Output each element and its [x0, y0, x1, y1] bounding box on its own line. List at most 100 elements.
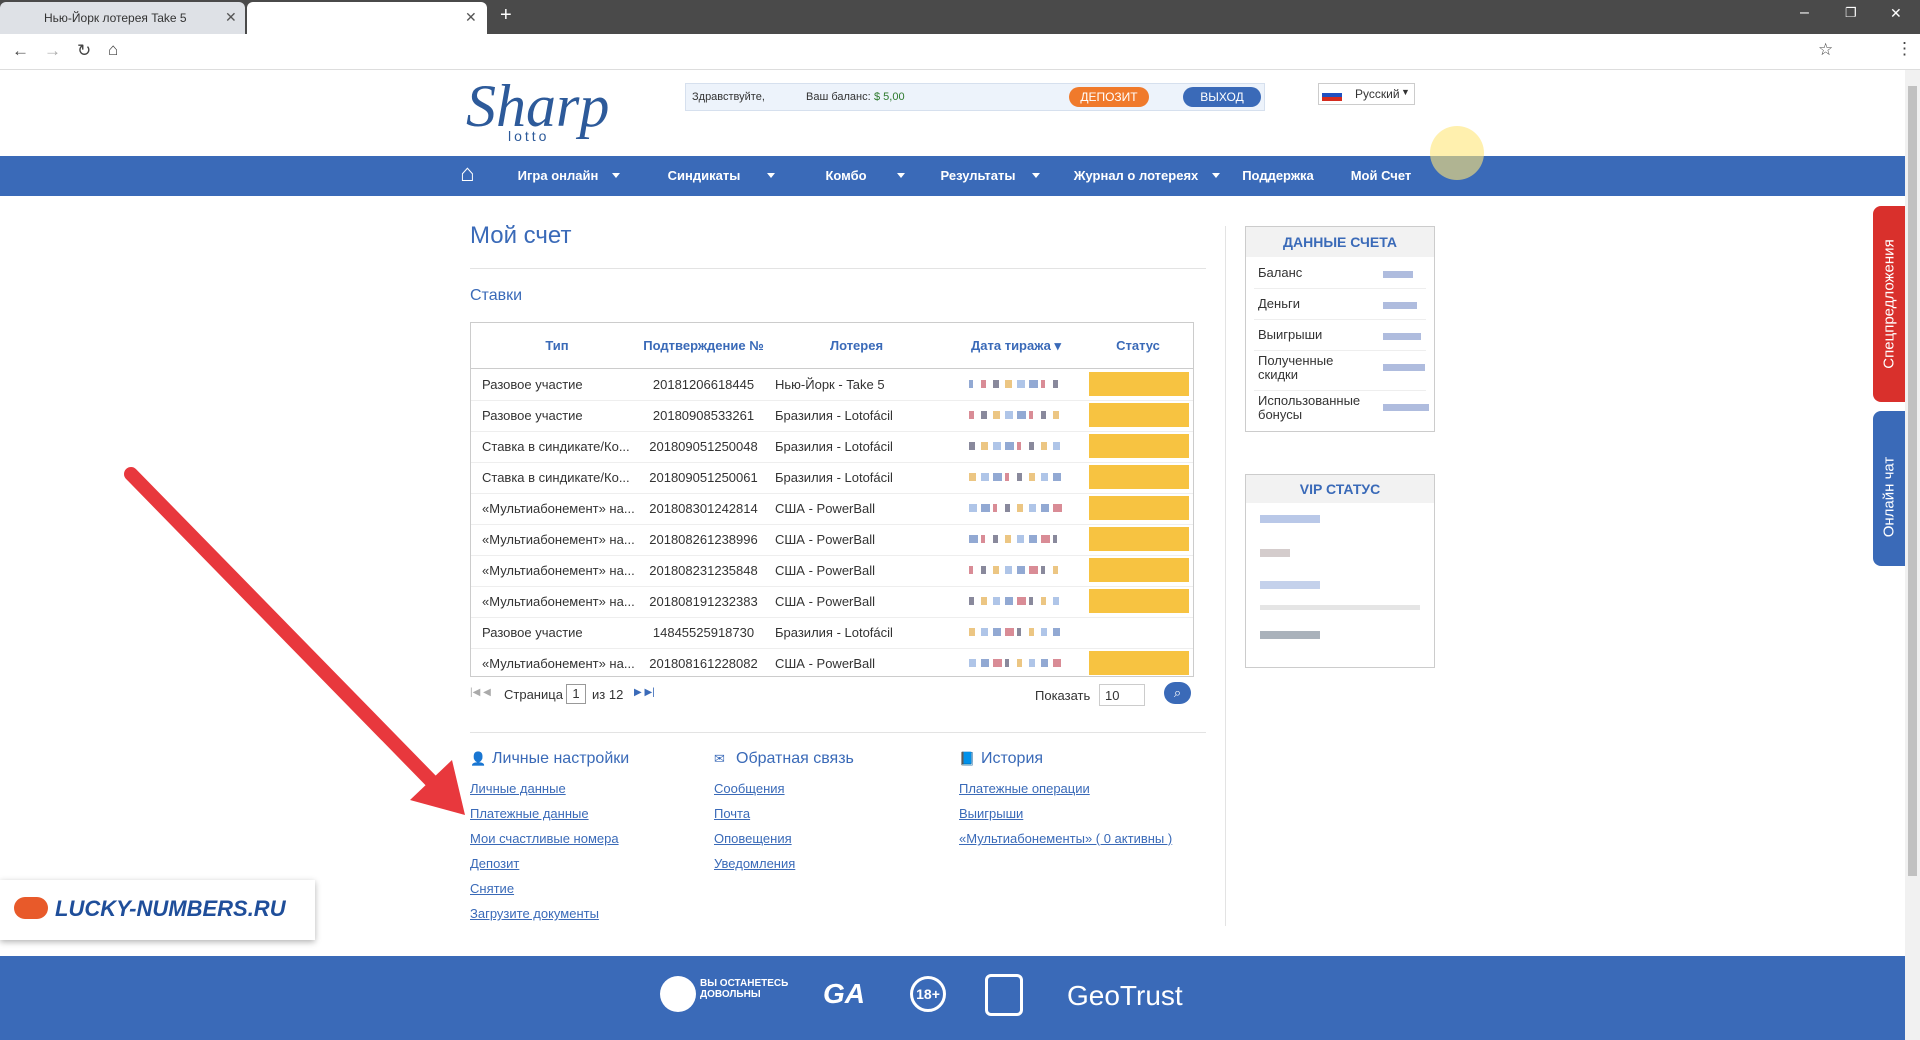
blurred-date — [1029, 411, 1033, 419]
blurred-date — [1005, 380, 1012, 388]
blurred-date — [1029, 597, 1033, 605]
column-header: Тип — [545, 338, 569, 353]
menu[interactable]: ⋮ — [1896, 39, 1913, 58]
exit-button[interactable]: ВЫХОД — [1183, 87, 1261, 107]
tab-close[interactable]: ✕ — [225, 9, 237, 25]
scroll-thumb[interactable] — [1908, 86, 1917, 876]
maximize[interactable]: ❐ — [1845, 5, 1857, 20]
blurred-date — [993, 597, 1000, 605]
column-header[interactable]: Дата тиража ▾ — [971, 337, 1061, 353]
blurred-date — [1041, 597, 1046, 605]
cursor-highlight — [1430, 126, 1484, 180]
page-prev[interactable]: |◀ ◀ — [470, 687, 491, 698]
page-input[interactable]: 1 — [566, 684, 586, 704]
blurred-date — [1017, 535, 1024, 543]
blurred-date — [1041, 473, 1048, 481]
bookmark[interactable]: ☆ — [1818, 40, 1834, 59]
blurred-date — [1041, 380, 1045, 388]
link[interactable]: Личные данные — [470, 781, 566, 796]
badge-icon — [660, 976, 696, 1012]
watermark-icon — [14, 897, 48, 919]
nav-item[interactable]: Игра онлайн — [517, 168, 599, 183]
tab-close[interactable]: ✕ — [465, 9, 477, 25]
blurred-date — [1029, 659, 1035, 667]
link[interactable]: «Мультиабонементы» ( 0 активны ) — [959, 831, 1173, 846]
page-title: Мой счет — [470, 222, 572, 249]
cell: 201808301242814 — [649, 501, 758, 516]
row-border — [471, 524, 1193, 525]
blurred-date — [1053, 380, 1058, 388]
language-select[interactable]: Русский ▼ — [1318, 83, 1415, 105]
blurred-info — [1260, 515, 1320, 523]
search-button[interactable]: ⌕ — [1164, 682, 1191, 704]
blurred-date — [993, 628, 1001, 636]
nav-item[interactable]: Журнал о лотереях — [1073, 168, 1199, 183]
close-window[interactable]: ✕ — [1890, 5, 1902, 21]
bets-table: Тип Подтверждение № Лотерея Дата тиража ▾ Ст… — [470, 322, 1194, 677]
nav-item[interactable]: Поддержка — [1242, 168, 1314, 183]
home[interactable]: ⌂ — [108, 40, 119, 59]
nav-item[interactable]: Мой Счет — [1350, 168, 1412, 183]
tab-active[interactable]: ✕ — [247, 2, 487, 34]
nav-caret — [612, 173, 620, 178]
links-icon: ✉ — [714, 751, 725, 766]
cell: 201809051250048 — [649, 439, 758, 454]
cell: Бразилия - Lotofácil — [775, 470, 893, 485]
link[interactable]: Платежные операции — [959, 781, 1090, 796]
blurred-date — [1053, 566, 1058, 574]
divider — [470, 732, 1206, 733]
link[interactable]: Почта — [714, 806, 751, 821]
deposit-button[interactable]: ДЕПОЗИТ — [1069, 87, 1149, 107]
status — [1089, 589, 1189, 613]
address-bar: ← → ↻ ⌂ ☆ ⋮ — [0, 34, 1920, 70]
chat-tab[interactable]: Онлайн чат — [1873, 411, 1905, 566]
new-tab[interactable]: + — [500, 4, 512, 26]
blurred-date — [1005, 473, 1009, 481]
blurred-date — [1041, 659, 1048, 667]
minimize[interactable]: – — [1800, 4, 1809, 21]
back[interactable]: ← — [12, 41, 29, 60]
link[interactable]: Выигрыши — [959, 806, 1024, 821]
blurred-date — [993, 473, 1002, 481]
blurred-date — [1017, 380, 1025, 388]
page-next[interactable]: ▶ ▶| — [634, 687, 655, 698]
offers-tab[interactable]: Спецпредложения — [1873, 206, 1905, 402]
balance: $ 5,00 — [874, 91, 905, 103]
blurred-date — [969, 473, 976, 481]
forward[interactable]: → — [44, 41, 61, 60]
section-title: Ставки — [470, 287, 523, 304]
link[interactable]: Депозит — [470, 856, 520, 871]
scrollbar[interactable] — [1905, 70, 1920, 1040]
nav-item[interactable]: Синдикаты — [667, 168, 741, 183]
link[interactable]: Мои счастливые номера — [470, 831, 619, 846]
logo-text: Sharp — [466, 73, 610, 139]
links-title: Личные настройки — [492, 750, 630, 767]
blurred-date — [981, 597, 987, 605]
row-border — [471, 648, 1193, 649]
status — [1089, 651, 1189, 675]
tab[interactable]: Нью-Йорк лотерея Take 5 ✕ — [0, 2, 245, 34]
blurred-date — [1053, 473, 1061, 481]
nav-home[interactable]: ⌂ — [460, 160, 475, 187]
link[interactable]: Уведомления — [714, 856, 796, 871]
blurred-date — [1041, 566, 1045, 574]
nav-item[interactable]: Результаты — [940, 168, 1016, 183]
link[interactable]: Платежные данные — [470, 806, 589, 821]
link[interactable]: Оповещения — [714, 831, 792, 846]
logo[interactable]: Sharp lotto — [462, 72, 609, 152]
link[interactable]: Сообщения — [714, 781, 785, 796]
blurred-amount — [1383, 404, 1429, 411]
cell: США - PowerBall — [775, 563, 876, 578]
blurred-date — [981, 380, 986, 388]
reload[interactable]: ↻ — [77, 41, 92, 60]
blurred-date — [993, 659, 1002, 667]
blurred-date — [1053, 628, 1060, 636]
link[interactable]: Снятие — [470, 881, 515, 896]
blurred-date — [1029, 628, 1034, 636]
cell: Бразилия - Lotofácil — [775, 625, 893, 640]
nav-item[interactable]: Комбо — [825, 168, 867, 183]
link[interactable]: Загрузите документы — [470, 906, 599, 921]
show-select[interactable]: 10 — [1099, 684, 1145, 706]
blurred-date — [1041, 628, 1047, 636]
